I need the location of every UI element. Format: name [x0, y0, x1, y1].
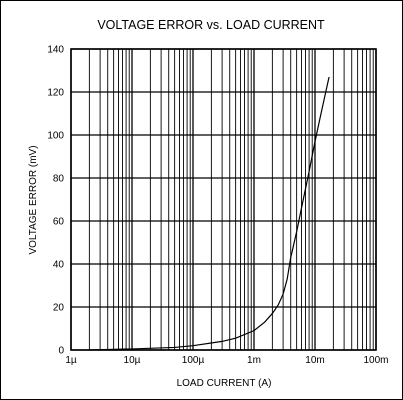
- x-tick-label: 100m: [363, 355, 388, 366]
- plot-frame: [70, 48, 377, 351]
- chart-title: VOLTAGE ERROR vs. LOAD CURRENT: [97, 18, 325, 32]
- y-tick-label: 80: [53, 174, 65, 185]
- y-tick-label: 100: [47, 131, 64, 142]
- y-tick-label: 20: [53, 303, 65, 314]
- y-axis-label: VOLTAGE ERROR (mV): [28, 145, 39, 254]
- x-tick-label: 1m: [247, 355, 261, 366]
- y-tick-label: 140: [47, 45, 64, 56]
- y-tick-label: 0: [58, 346, 64, 357]
- y-tick-label: 60: [53, 217, 65, 228]
- x-axis-label: LOAD CURRENT (A): [177, 378, 272, 389]
- x-tick-label: 100µ: [182, 355, 205, 366]
- series-line: [89, 76, 330, 351]
- x-tick-label: 1µ: [65, 355, 77, 366]
- y-tick-labels: 0 20 40 60 80 100 120 140: [47, 45, 64, 357]
- grid: [70, 48, 377, 351]
- x-tick-label: 10m: [305, 355, 324, 366]
- x-tick-label: 10µ: [124, 355, 141, 366]
- y-tick-label: 120: [47, 88, 64, 99]
- y-tick-label: 40: [53, 260, 65, 271]
- x-tick-labels: 1µ 10µ 100µ 1m 10m 100m: [65, 355, 388, 366]
